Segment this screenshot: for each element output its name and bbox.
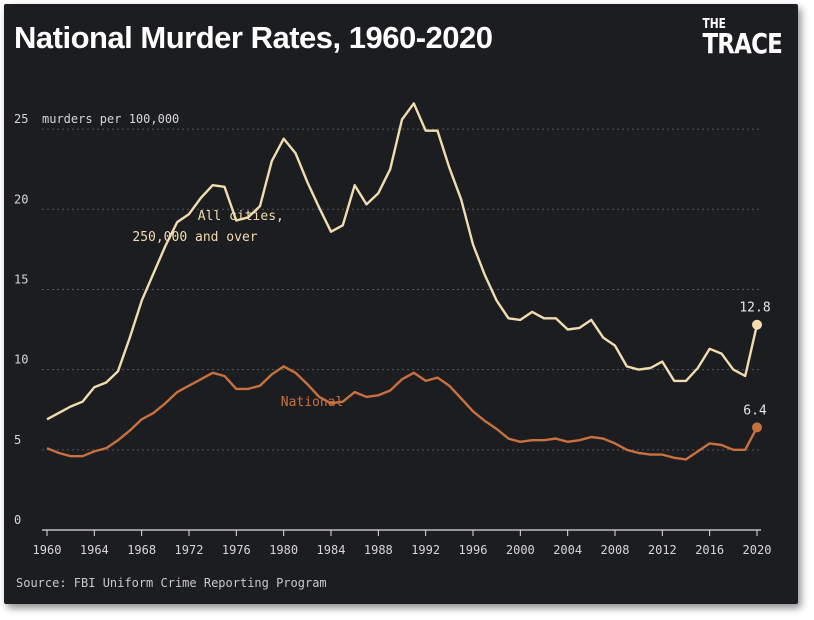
- series-label-cities: All cities,: [198, 209, 284, 224]
- x-tick-label: 1960: [33, 543, 62, 557]
- line-chart: 0 5 10 15 20 25 1960 1964 1968 1972 1976 1980 1984 19…: [14, 102, 771, 557]
- axes: 0 5 10 15 20 25 1960 1964 1968 1972 1976 1980 1984 19…: [14, 112, 771, 557]
- series-labels: 12.8 6.4 All cities, 250,000 and over Nation…: [132, 209, 770, 418]
- x-tick-label: 1980: [269, 543, 298, 557]
- chart-card: National Murder Rates, 1960-2020 THE TRA…: [4, 4, 798, 604]
- end-point-cities: [752, 319, 762, 330]
- series-line-cities: [46, 102, 759, 421]
- series-label-cities: 250,000 and over: [132, 230, 257, 245]
- chart-title: National Murder Rates, 1960-2020: [14, 20, 493, 55]
- x-tick-label: 2000: [506, 543, 535, 557]
- y-tick-label: 10: [14, 353, 28, 367]
- x-tick-label: 1964: [80, 543, 109, 557]
- end-point-national: [752, 422, 762, 433]
- y-tick-label: 20: [14, 192, 28, 206]
- x-tick-label: 2004: [553, 543, 582, 557]
- y-tick-label: 25: [14, 112, 28, 126]
- the-trace-logo: THE TRACE: [702, 17, 782, 60]
- gridlines: [42, 128, 761, 451]
- x-tick-label: 1976: [222, 543, 251, 557]
- end-value-label: 6.4: [743, 403, 767, 418]
- y-axis-label: murders per 100,000: [42, 112, 179, 126]
- series-lines: [46, 102, 762, 461]
- logo-trace: TRACE: [702, 27, 782, 60]
- x-tick-label: 1972: [175, 543, 204, 557]
- end-value-label: 12.8: [739, 301, 770, 316]
- source-note: Source: FBI Uniform Crime Reporting Prog…: [16, 576, 327, 590]
- x-tick-label: 1992: [411, 543, 440, 557]
- x-tick-label: 2008: [601, 543, 630, 557]
- x-tick-label: 2020: [743, 543, 772, 557]
- series-label-national: National: [281, 395, 344, 410]
- x-tick-label: 2016: [695, 543, 724, 557]
- x-tick-label: 1988: [364, 543, 393, 557]
- x-tick-label: 2012: [648, 543, 677, 557]
- series-line-national: [46, 365, 759, 461]
- y-tick-label: 15: [14, 272, 28, 286]
- y-tick-label: 5: [14, 433, 21, 447]
- logo-the: THE: [702, 17, 726, 32]
- x-tick-label: 1968: [127, 543, 156, 557]
- y-tick-label: 0: [14, 513, 21, 527]
- x-tick-label: 1984: [317, 543, 346, 557]
- x-tick-label: 1996: [459, 543, 488, 557]
